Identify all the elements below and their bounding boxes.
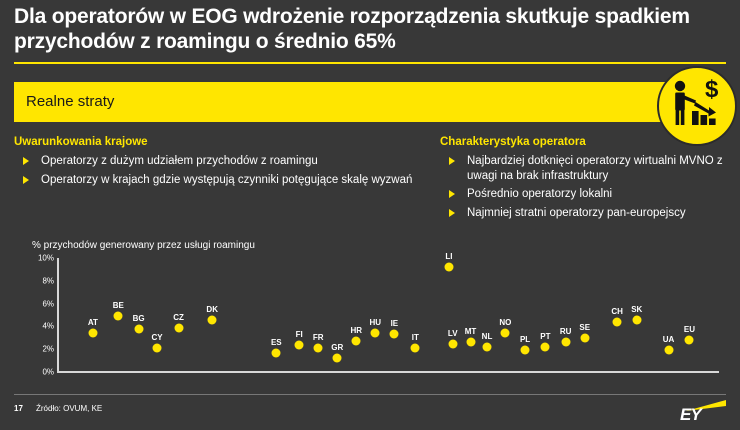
chart-point-label: LI — [445, 252, 453, 262]
chart-point-label: DK — [206, 304, 218, 314]
chart-data-point — [134, 324, 144, 334]
y-axis-tick-label: 6% — [42, 299, 54, 309]
chart-title: % przychodów generowany przez usługi roa… — [32, 240, 255, 251]
chart-point-label: BG — [132, 313, 145, 323]
chart-data-point — [113, 311, 123, 321]
person-declining-bar-chart-dollar-icon: $ — [657, 66, 737, 146]
ey-logo-text: EY — [680, 405, 702, 424]
chart-data-point — [612, 317, 622, 327]
y-axis-tick-label: 4% — [42, 321, 54, 331]
chart-point-label: MT — [464, 327, 477, 337]
chart-point-label: LV — [447, 328, 458, 338]
y-axis-tick-label: 10% — [37, 253, 54, 263]
chart-data-point — [448, 339, 458, 348]
left-bullet-column: Uwarunkowania krajowe Operatorzy z dużym… — [14, 136, 434, 191]
list-item: Pośrednio operatorzy lokalni — [440, 187, 730, 202]
chart-point-label: UA — [662, 335, 675, 345]
chart-point-label: AT — [87, 318, 98, 328]
left-column-heading: Uwarunkowania krajowe — [14, 136, 148, 148]
chart-data-point — [664, 345, 673, 355]
chart-data-point — [332, 353, 342, 363]
chart-point-label: PL — [519, 335, 531, 345]
chart-data-point — [271, 348, 281, 358]
ey-logo: EY — [674, 398, 726, 424]
chart-point-label: SE — [579, 322, 591, 332]
chart-data-point — [500, 328, 510, 338]
chart-point-label: HU — [369, 318, 382, 328]
page-number: 17 — [14, 404, 23, 413]
right-column-heading: Charakterystyka operatora — [440, 136, 586, 148]
list-item: Operatorzy w krajach gdzie występują czy… — [14, 173, 434, 188]
chart-plot-area: AT BE BG CY CZ DK ES FI FR GR HR HU IE IT LI LV MT NL NO PL… — [58, 252, 718, 372]
chart-point-label: BE — [112, 301, 124, 311]
chart-point-label: EU — [683, 325, 695, 335]
list-item-text: Pośrednio operatorzy lokalni — [467, 188, 613, 200]
footer-divider — [14, 394, 726, 395]
chart-point-label: FI — [295, 329, 303, 339]
list-item: Operatorzy z dużym udziałem przychodów z… — [14, 154, 434, 169]
section-banner: Realne straty — [14, 82, 674, 122]
chart-point-label: SK — [631, 304, 643, 314]
y-axis-tick-label: 0% — [42, 367, 54, 377]
y-axis-line — [57, 258, 59, 372]
chart-point-label: CZ — [173, 312, 184, 322]
list-item: Najmniej stratni operatorzy pan-europejs… — [440, 206, 730, 221]
title-divider — [14, 62, 726, 64]
chart-data-point — [389, 329, 399, 339]
right-bullet-column: Charakterystyka operatora Najbardziej do… — [440, 136, 730, 224]
bullet-triangle-icon — [449, 157, 455, 165]
chart-point-label: ES — [270, 337, 282, 347]
chart-data-point — [632, 315, 642, 325]
chart-data-point — [520, 345, 530, 355]
chart-point-label: HR — [350, 326, 363, 336]
svg-text:$: $ — [705, 77, 719, 103]
list-item: Najbardziej dotknięci operatorzy wirtual… — [440, 154, 730, 183]
chart-data-point — [561, 337, 571, 347]
chart-point-label: IE — [390, 319, 399, 329]
chart-data-point — [351, 336, 361, 346]
chart-data-point — [294, 340, 304, 350]
chart-data-point — [152, 343, 162, 353]
y-axis-tick-label: 2% — [42, 344, 54, 354]
chart-point-label: FR — [312, 333, 324, 343]
source-note: Źródło: OVUM, KE — [36, 404, 103, 413]
y-axis-ticks: 0% 2% 4% 6% 8% 10% — [18, 254, 54, 377]
bullet-triangle-icon — [23, 175, 29, 184]
y-axis-tick-label: 8% — [42, 276, 54, 286]
chart-point-label: NO — [499, 318, 512, 328]
chart-point-label: GR — [331, 343, 344, 353]
bullet-triangle-icon — [23, 157, 29, 165]
chart-point-label: RU — [559, 327, 572, 337]
chart-data-point — [207, 315, 217, 325]
chart-data-point — [174, 323, 184, 333]
section-banner-label: Realne straty — [26, 93, 115, 110]
roaming-revenue-scatter-chart: % przychodów generowany przez usługi roa… — [14, 240, 726, 385]
list-item-text: Najbardziej dotknięci operatorzy wirtual… — [467, 155, 723, 182]
chart-data-point — [444, 262, 454, 272]
chart-data-point — [540, 342, 550, 352]
chart-data-point — [482, 342, 492, 352]
list-item-text: Operatorzy z dużym udziałem przychodów z… — [41, 155, 318, 167]
chart-data-point — [466, 337, 475, 347]
list-item-text: Najmniej stratni operatorzy pan-europejs… — [467, 206, 686, 219]
chart-point-label: NL — [481, 331, 493, 341]
bullet-triangle-icon — [449, 190, 455, 198]
ey-logo-beam — [686, 400, 726, 411]
chart-data-point — [313, 343, 323, 353]
bullet-triangle-icon — [449, 208, 455, 217]
list-item-text: Operatorzy w krajach gdzie występują czy… — [41, 173, 413, 186]
chart-point-label: IT — [411, 333, 419, 343]
chart-data-point — [88, 328, 98, 338]
chart-data-point — [370, 328, 380, 338]
page-title: Dla operatorów w EOG wdrożenie rozporząd… — [14, 5, 690, 53]
chart-data-point — [684, 335, 694, 345]
chart-point-label: CH — [611, 306, 623, 316]
chart-data-point — [580, 333, 590, 343]
chart-data-point — [410, 343, 420, 353]
chart-point-label: PT — [540, 331, 551, 341]
x-axis-line — [57, 371, 719, 373]
chart-point-label: CY — [151, 333, 163, 343]
